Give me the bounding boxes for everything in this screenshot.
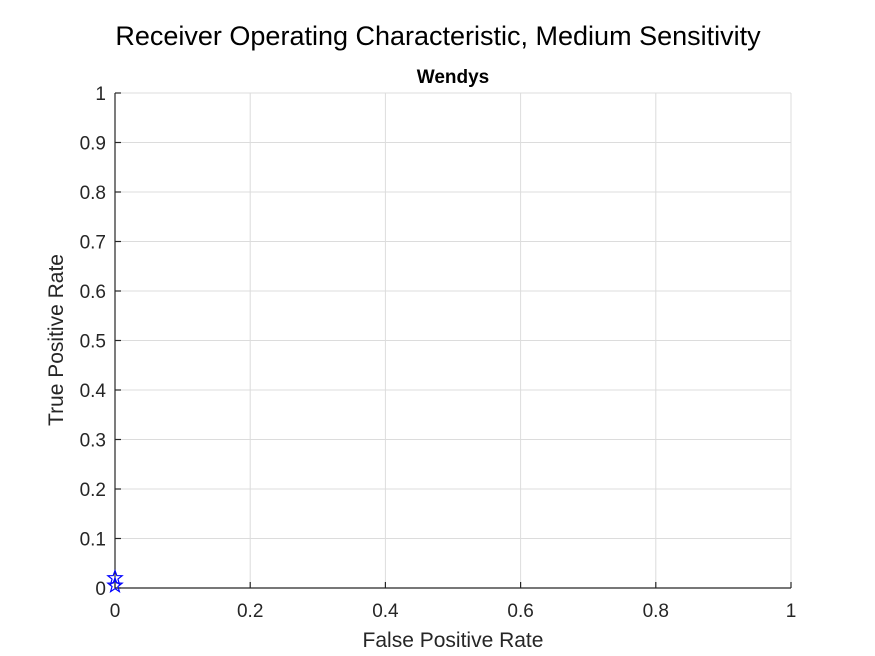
x-axis-label: False Positive Rate bbox=[363, 629, 544, 652]
data-point-pentagram bbox=[106, 576, 124, 594]
x-tick-label: 0.8 bbox=[643, 601, 669, 622]
y-tick-label: 0.4 bbox=[80, 381, 107, 402]
y-tick-label: 0.2 bbox=[80, 480, 106, 501]
y-tick-label: 0 bbox=[95, 579, 106, 600]
grid-lines bbox=[114, 92, 792, 589]
data-point-pentagram bbox=[106, 568, 124, 586]
y-axis-label: True Positive Rate bbox=[45, 254, 68, 426]
y-tick-label: 0.6 bbox=[80, 282, 106, 303]
axes-title: Wendys bbox=[417, 67, 490, 88]
y-tick-label: 0.9 bbox=[80, 134, 106, 155]
y-tick-label: 0.8 bbox=[80, 183, 106, 204]
y-tick-label: 0.1 bbox=[80, 530, 106, 551]
axes bbox=[114, 92, 792, 589]
figure-suptitle: Receiver Operating Characteristic, Mediu… bbox=[115, 21, 761, 51]
x-tick-label: 0.4 bbox=[372, 601, 399, 622]
y-tick-label: 1 bbox=[95, 84, 106, 105]
y-tick-label: 0.7 bbox=[80, 233, 106, 254]
x-tick-label: 0.6 bbox=[507, 601, 533, 622]
y-tick-label: 0.5 bbox=[80, 332, 106, 353]
x-tick-label: 0 bbox=[110, 601, 121, 622]
x-tick-label: 0.2 bbox=[237, 601, 263, 622]
y-tick-label: 0.3 bbox=[80, 431, 106, 452]
tick-labels: 0 0.2 0.4 0.6 0.8 1 0 0.1 0.2 0.3 0.4 0.5 0.6 0.7 0.8 0… bbox=[80, 84, 797, 622]
data-markers bbox=[106, 568, 124, 594]
x-tick-label: 1 bbox=[786, 601, 797, 622]
